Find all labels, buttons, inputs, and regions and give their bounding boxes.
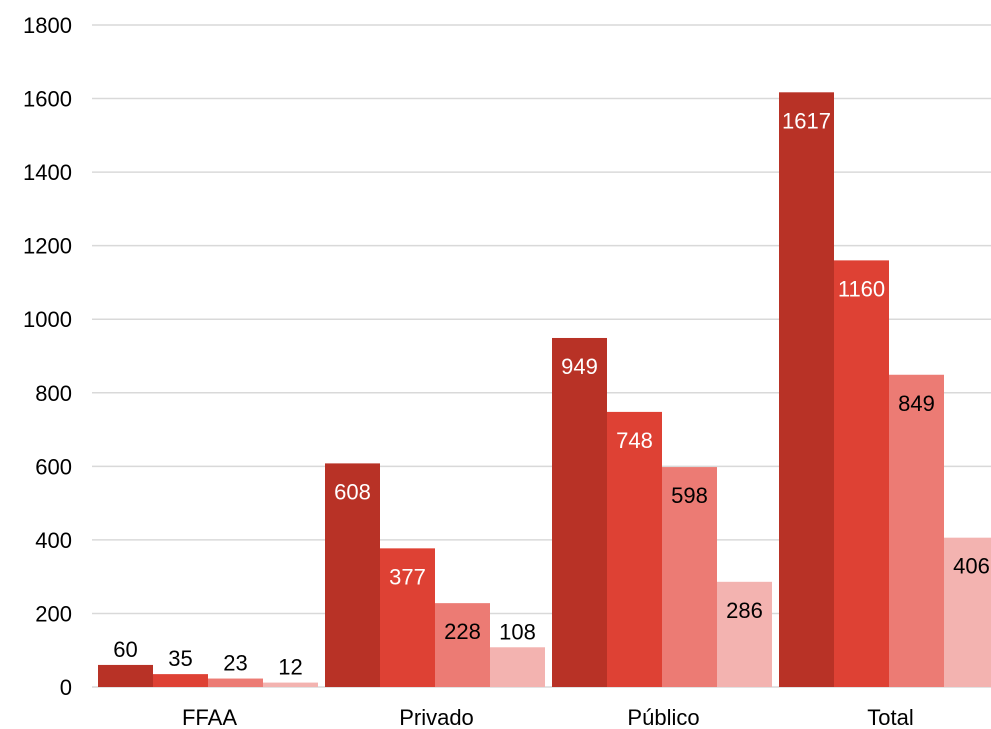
data-label: 108 xyxy=(499,619,536,644)
data-label: 748 xyxy=(616,428,653,453)
data-label: 598 xyxy=(671,483,708,508)
data-label: 406 xyxy=(953,554,990,579)
bar xyxy=(380,548,435,687)
bar xyxy=(834,260,889,687)
x-tick-label: Privado xyxy=(399,705,474,729)
y-tick-label: 200 xyxy=(35,601,72,626)
data-label: 849 xyxy=(898,391,935,416)
data-label: 949 xyxy=(561,354,598,379)
y-tick-label: 800 xyxy=(35,381,72,406)
bar xyxy=(98,664,153,687)
data-label: 60 xyxy=(113,637,137,662)
bar xyxy=(490,647,545,687)
data-label: 608 xyxy=(334,479,371,504)
data-label: 1160 xyxy=(838,276,885,301)
bar xyxy=(607,411,662,687)
y-axis-ticks: 0 200 400 600 800 1000 1200 1400 1600 1800 xyxy=(23,13,72,700)
bar xyxy=(944,537,991,687)
bar xyxy=(153,674,208,687)
y-tick-label: 1800 xyxy=(23,13,72,38)
y-tick-label: 0 xyxy=(60,675,72,700)
y-tick-label: 1000 xyxy=(23,307,72,332)
bar xyxy=(552,337,607,687)
bar xyxy=(889,374,944,687)
bar xyxy=(208,678,263,687)
y-tick-label: 600 xyxy=(35,454,72,479)
data-label: 377 xyxy=(389,564,426,589)
data-label: 286 xyxy=(726,598,763,623)
bar xyxy=(325,463,380,687)
bar xyxy=(717,581,772,687)
y-tick-label: 400 xyxy=(35,528,72,553)
x-axis-ticks: FFAA Privado Público Total xyxy=(182,705,914,729)
bar xyxy=(662,467,717,687)
y-tick-label: 1200 xyxy=(23,234,72,259)
x-tick-label: FFAA xyxy=(182,705,237,729)
x-tick-label: Total xyxy=(867,705,913,729)
y-tick-label: 1400 xyxy=(23,160,72,185)
data-labels: 60 35 23 12 608 377 228 108 949 748 598 286 1617 1160… xyxy=(113,108,990,679)
y-tick-label: 1600 xyxy=(23,87,72,112)
x-tick-label: Público xyxy=(627,705,699,729)
data-label: 1617 xyxy=(782,108,831,133)
bar xyxy=(263,682,318,687)
bars xyxy=(98,92,991,687)
bar xyxy=(779,92,834,687)
bar xyxy=(435,603,490,687)
data-label: 23 xyxy=(223,651,247,676)
data-label: 35 xyxy=(168,646,192,671)
data-label: 228 xyxy=(444,619,481,644)
data-label: 12 xyxy=(278,655,302,680)
